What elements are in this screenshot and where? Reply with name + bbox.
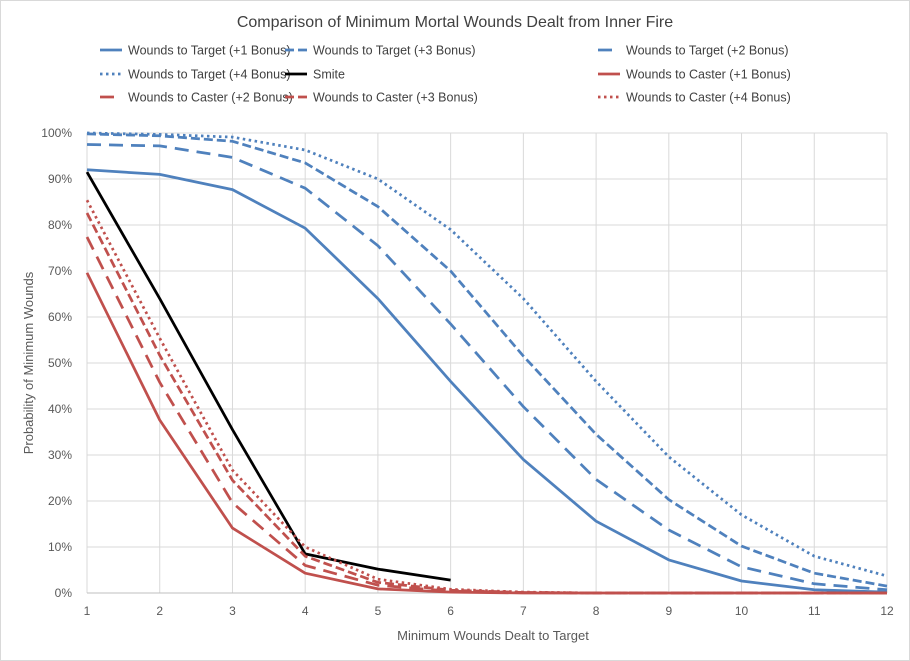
- series-line-wounds-to-caster-4-bonus: [85, 199, 887, 595]
- x-tick-label: 2: [156, 604, 163, 618]
- legend-item: Wounds to Caster (+1 Bonus): [598, 68, 791, 82]
- legend-item: Wounds to Caster (+4 Bonus): [598, 91, 791, 105]
- legend-item: Wounds to Target (+1 Bonus): [100, 44, 290, 58]
- legend: Wounds to Target (+1 Bonus) Wounds to Tar…: [100, 44, 791, 105]
- y-tick-label: 70%: [48, 264, 72, 278]
- legend-item: Wounds to Caster (+3 Bonus): [285, 91, 478, 105]
- series-line-smite: [85, 171, 451, 582]
- series-line-wounds-to-caster-2-bonus: [85, 236, 887, 595]
- legend-label: Wounds to Caster (+1 Bonus): [626, 68, 791, 82]
- series-line-wounds-to-target-2-bonus: [86, 143, 888, 592]
- y-tick-label: 0%: [55, 586, 73, 600]
- y-tick-label: 100%: [41, 126, 72, 140]
- x-axis-label: Minimum Wounds Dealt to Target: [397, 628, 589, 643]
- x-tick-label: 11: [808, 604, 821, 618]
- x-tick-label: 7: [520, 604, 527, 618]
- series-lines: [85, 131, 888, 595]
- legend-label: Wounds to Target (+3 Bonus): [313, 44, 475, 58]
- y-tick-label: 60%: [48, 310, 72, 324]
- x-tick-label: 9: [665, 604, 672, 618]
- series-line-wounds-to-caster-1-bonus: [85, 272, 887, 595]
- y-tick-label: 50%: [48, 356, 72, 370]
- legend-item: Wounds to Caster (+2 Bonus): [100, 91, 293, 105]
- legend-item: Smite: [285, 68, 345, 82]
- legend-label: Wounds to Caster (+2 Bonus): [128, 91, 293, 105]
- legend-item: Wounds to Target (+4 Bonus): [100, 68, 290, 82]
- legend-item: Wounds to Target (+3 Bonus): [285, 44, 475, 58]
- x-tick-label: 3: [229, 604, 236, 618]
- y-axis-label: Probability of Minimum Wounds: [21, 271, 36, 454]
- x-tick-label: 1: [84, 604, 91, 618]
- series-line-wounds-to-target-4-bonus: [86, 131, 888, 578]
- chart-title: Comparison of Minimum Mortal Wounds Deal…: [237, 14, 673, 31]
- legend-label: Wounds to Caster (+4 Bonus): [626, 91, 791, 105]
- x-tick-label: 5: [375, 604, 382, 618]
- x-tick-label: 4: [302, 604, 309, 618]
- x-tick-label: 8: [593, 604, 600, 618]
- x-axis-ticks: 1 2 3 4 5 6 7 8 9 10 11 12: [84, 604, 894, 618]
- series-line-wounds-to-target-1-bonus: [86, 168, 888, 594]
- x-tick-label: 12: [880, 604, 894, 618]
- series-line-wounds-to-caster-3-bonus: [85, 212, 887, 595]
- series-line-wounds-to-target-3-bonus: [86, 132, 888, 588]
- x-tick-label: 10: [735, 604, 749, 618]
- legend-label: Wounds to Target (+1 Bonus): [128, 44, 290, 58]
- y-tick-label: 10%: [48, 540, 72, 554]
- y-axis-ticks: 0% 10% 20% 30% 40% 50% 60% 70% 80% 90% 100%: [41, 126, 72, 600]
- legend-label: Wounds to Target (+4 Bonus): [128, 68, 290, 82]
- legend-item: Wounds to Target (+2 Bonus): [598, 44, 788, 58]
- y-tick-label: 40%: [48, 402, 72, 416]
- y-tick-label: 30%: [48, 448, 72, 462]
- gridlines: [86, 132, 888, 594]
- y-tick-label: 80%: [48, 218, 72, 232]
- legend-label: Wounds to Caster (+3 Bonus): [313, 91, 478, 105]
- x-tick-label: 6: [447, 604, 454, 618]
- legend-label: Smite: [313, 68, 345, 82]
- y-tick-label: 20%: [48, 494, 72, 508]
- legend-label: Wounds to Target (+2 Bonus): [626, 44, 788, 58]
- y-tick-label: 90%: [48, 172, 72, 186]
